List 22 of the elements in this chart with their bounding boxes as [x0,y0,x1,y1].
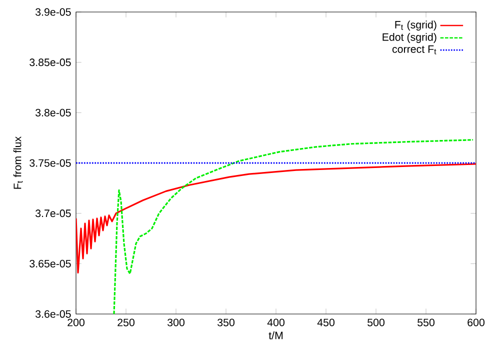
x-tick-label: 550 [418,318,434,326]
legend-label: F$_{t}$ (sgrid) [395,20,436,31]
x-tick-label: 300 [168,318,184,326]
x-tick-label: 600 [468,318,484,326]
x-tick-label: 200 [68,318,84,326]
y-tick-label: 3.75e-05 [30,159,71,167]
x-tick-label: 350 [218,318,234,326]
y-tick-label: 3.7e-05 [36,210,71,218]
x-tick-label: 250 [118,318,134,326]
x-tick-label: 400 [267,318,284,326]
y-tick-label: 3.8e-05 [36,108,71,116]
y-axis-title: F$_{t}$ from flux [13,136,23,189]
x-axis-title: t/M [268,331,283,340]
x-tick-label: 500 [368,318,384,326]
y-tick-label: 3.9e-05 [36,8,71,16]
y-tick-label: 3.65e-05 [30,260,71,268]
y-tick-label: 3.85e-05 [30,58,71,66]
x-tick-label: 450 [317,318,334,326]
line-series [113,139,474,314]
legend-label: correct F$_{t}$ [392,45,436,54]
y-tick-label: 3.6e-05 [36,310,71,318]
legend-label: Edot (sgrid) [382,33,436,43]
